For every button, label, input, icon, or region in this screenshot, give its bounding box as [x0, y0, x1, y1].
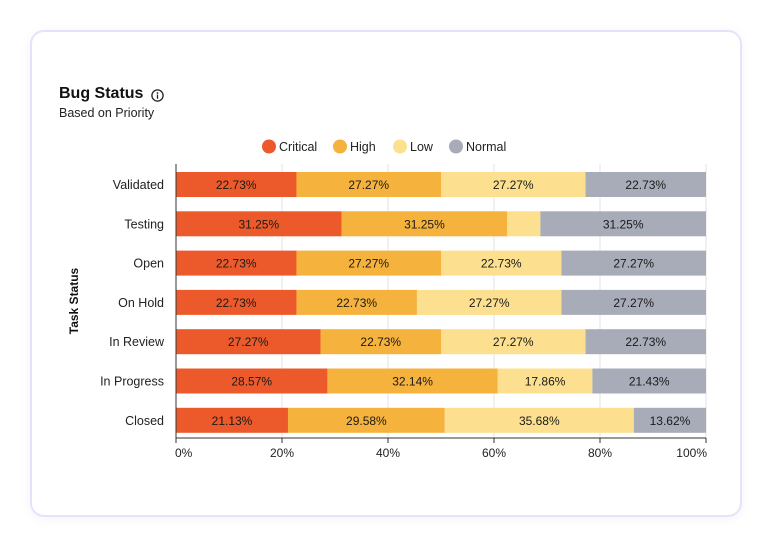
data-label: 27.27%	[348, 257, 389, 271]
data-label: 22.73%	[216, 257, 257, 271]
data-label: 27.27%	[348, 178, 389, 192]
data-label: 29.58%	[346, 414, 387, 428]
y-axis-title: Task Status	[67, 267, 81, 334]
legend-swatch-high[interactable]	[333, 139, 347, 154]
data-label: 22.73%	[336, 296, 377, 310]
data-label: 22.73%	[360, 335, 401, 349]
legend-label-high[interactable]: High	[350, 140, 376, 154]
bar-in-review-normal[interactable]	[585, 329, 706, 355]
category-label-testing: Testing	[124, 217, 164, 231]
bar-on-hold-normal[interactable]	[561, 289, 706, 315]
x-tick-label: 0%	[175, 446, 193, 460]
bar-open-high[interactable]	[296, 250, 441, 276]
bar-in-review-low[interactable]	[441, 329, 586, 355]
category-label-open: Open	[133, 257, 164, 271]
bar-in-progress-normal[interactable]	[592, 368, 706, 394]
data-label: 22.73%	[216, 296, 257, 310]
bar-testing-high[interactable]	[341, 211, 508, 237]
data-label: 22.73%	[625, 335, 666, 349]
bar-closed-low[interactable]	[444, 407, 634, 433]
info-icon[interactable]	[151, 89, 164, 102]
bar-on-hold-critical[interactable]	[176, 289, 297, 315]
data-label: 27.27%	[469, 296, 510, 310]
category-label-in-review: In Review	[109, 335, 165, 349]
bar-validated-critical[interactable]	[176, 172, 297, 197]
category-label-in-progress: In Progress	[100, 375, 164, 389]
data-label: 22.73%	[216, 178, 257, 192]
bar-on-hold-low[interactable]	[416, 289, 562, 315]
bar-testing-low[interactable]	[507, 211, 541, 237]
bar-open-normal[interactable]	[561, 250, 706, 276]
x-tick-label: 40%	[376, 446, 400, 460]
bar-open-critical[interactable]	[176, 250, 297, 276]
legend-label-critical[interactable]: Critical	[279, 140, 317, 154]
legend-label-low[interactable]: Low	[410, 140, 434, 154]
data-label: 27.27%	[493, 335, 534, 349]
bar-validated-high[interactable]	[296, 172, 441, 197]
x-tick-label: 100%	[676, 446, 707, 460]
data-label: 28.57%	[231, 375, 272, 389]
category-label-closed: Closed	[125, 414, 164, 428]
category-label-validated: Validated	[113, 178, 164, 192]
legend-swatch-normal[interactable]	[449, 139, 463, 154]
data-label: 31.25%	[238, 217, 279, 231]
data-label: 27.27%	[493, 178, 534, 192]
category-label-on-hold: On Hold	[118, 296, 164, 310]
data-label: 31.25%	[404, 217, 445, 231]
data-label: 21.13%	[212, 414, 253, 428]
data-label: 22.73%	[481, 257, 522, 271]
bar-closed-normal[interactable]	[633, 407, 707, 433]
bar-closed-critical[interactable]	[176, 407, 288, 433]
bar-in-review-high[interactable]	[320, 329, 441, 355]
x-tick-label: 80%	[588, 446, 612, 460]
bar-closed-high[interactable]	[287, 407, 445, 433]
bar-validated-normal[interactable]	[585, 172, 706, 197]
data-label: 21.43%	[629, 375, 670, 389]
data-label: 22.73%	[625, 178, 666, 192]
data-label: 35.68%	[519, 414, 560, 428]
x-tick-label: 20%	[270, 446, 294, 460]
data-label: 27.27%	[228, 335, 269, 349]
bar-validated-low[interactable]	[441, 172, 586, 197]
bar-testing-normal[interactable]	[540, 211, 706, 237]
chart-subtitle: Based on Priority	[59, 106, 155, 120]
bar-testing-critical[interactable]	[176, 211, 342, 237]
bar-in-progress-critical[interactable]	[176, 368, 328, 394]
bar-in-progress-low[interactable]	[497, 368, 593, 394]
data-label: 27.27%	[613, 257, 654, 271]
legend-label-normal[interactable]: Normal	[466, 140, 506, 154]
x-tick-label: 60%	[482, 446, 506, 460]
data-label: 17.86%	[525, 375, 566, 389]
data-label: 32.14%	[392, 375, 433, 389]
bar-open-low[interactable]	[441, 250, 562, 276]
chart-title: Bug Status	[59, 85, 144, 102]
bar-on-hold-high[interactable]	[296, 289, 417, 315]
bar-in-review-critical[interactable]	[176, 329, 321, 355]
data-label: 27.27%	[613, 296, 654, 310]
legend-swatch-low[interactable]	[393, 139, 407, 154]
legend-swatch-critical[interactable]	[262, 139, 276, 154]
bar-in-progress-high[interactable]	[327, 368, 498, 394]
data-label: 13.62%	[650, 414, 691, 428]
data-label: 31.25%	[603, 217, 644, 231]
